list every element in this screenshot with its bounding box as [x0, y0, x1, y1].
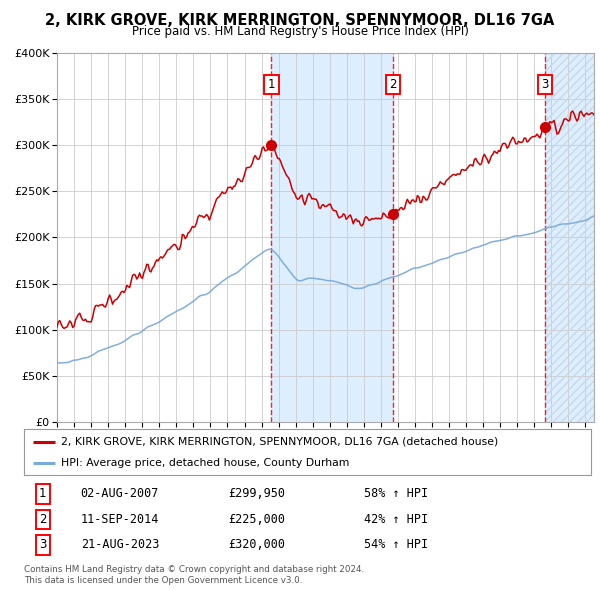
Text: 2: 2 [39, 513, 46, 526]
Bar [271, 53, 393, 422]
Text: 42% ↑ HPI: 42% ↑ HPI [364, 513, 428, 526]
Text: 21-AUG-2023: 21-AUG-2023 [80, 538, 159, 551]
Bar [545, 53, 594, 422]
Text: 58% ↑ HPI: 58% ↑ HPI [364, 487, 428, 500]
Bar [545, 53, 594, 422]
Text: 02-AUG-2007: 02-AUG-2007 [80, 487, 159, 500]
Text: 2: 2 [389, 78, 397, 91]
Text: £225,000: £225,000 [228, 513, 285, 526]
Text: £320,000: £320,000 [228, 538, 285, 551]
Text: HPI: Average price, detached house, County Durham: HPI: Average price, detached house, Coun… [61, 458, 349, 468]
Text: Contains HM Land Registry data © Crown copyright and database right 2024.
This d: Contains HM Land Registry data © Crown c… [24, 565, 364, 585]
Text: 1: 1 [268, 78, 275, 91]
Text: 3: 3 [541, 78, 549, 91]
Text: 11-SEP-2014: 11-SEP-2014 [80, 513, 159, 526]
Text: £299,950: £299,950 [228, 487, 285, 500]
Text: 2, KIRK GROVE, KIRK MERRINGTON, SPENNYMOOR, DL16 7GA: 2, KIRK GROVE, KIRK MERRINGTON, SPENNYMO… [46, 13, 554, 28]
Text: 3: 3 [39, 538, 46, 551]
Text: Price paid vs. HM Land Registry's House Price Index (HPI): Price paid vs. HM Land Registry's House … [131, 25, 469, 38]
Text: 54% ↑ HPI: 54% ↑ HPI [364, 538, 428, 551]
Text: 1: 1 [39, 487, 46, 500]
Text: 2, KIRK GROVE, KIRK MERRINGTON, SPENNYMOOR, DL16 7GA (detached house): 2, KIRK GROVE, KIRK MERRINGTON, SPENNYMO… [61, 437, 498, 447]
